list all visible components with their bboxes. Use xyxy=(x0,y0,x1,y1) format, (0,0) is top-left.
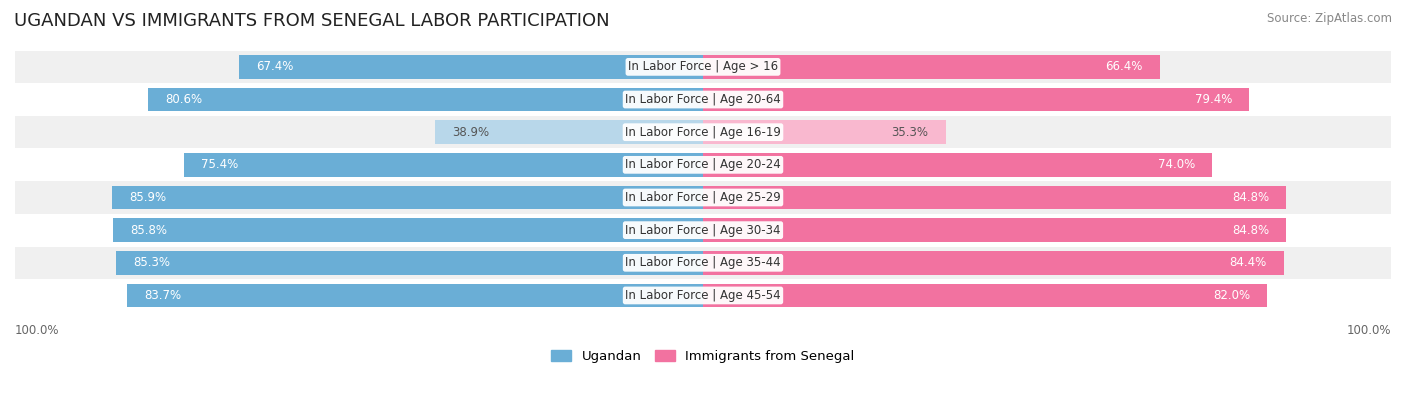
Bar xyxy=(703,120,946,144)
Text: 84.4%: 84.4% xyxy=(1229,256,1267,269)
Text: 84.8%: 84.8% xyxy=(1232,191,1270,204)
Bar xyxy=(703,284,1267,307)
Text: 66.4%: 66.4% xyxy=(1105,60,1143,73)
Text: 100.0%: 100.0% xyxy=(1347,324,1391,337)
Bar xyxy=(239,55,703,79)
Text: 75.4%: 75.4% xyxy=(201,158,239,171)
Bar xyxy=(127,284,703,307)
Text: In Labor Force | Age 45-54: In Labor Force | Age 45-54 xyxy=(626,289,780,302)
Text: 85.9%: 85.9% xyxy=(129,191,166,204)
Bar xyxy=(15,214,1391,246)
Bar xyxy=(117,251,703,275)
Text: 82.0%: 82.0% xyxy=(1213,289,1250,302)
Text: 67.4%: 67.4% xyxy=(256,60,294,73)
Text: In Labor Force | Age 35-44: In Labor Force | Age 35-44 xyxy=(626,256,780,269)
Bar xyxy=(112,186,703,209)
Text: In Labor Force | Age 30-34: In Labor Force | Age 30-34 xyxy=(626,224,780,237)
Text: 84.8%: 84.8% xyxy=(1232,224,1270,237)
Text: 100.0%: 100.0% xyxy=(15,324,59,337)
Bar xyxy=(436,120,703,144)
Text: In Labor Force | Age 20-64: In Labor Force | Age 20-64 xyxy=(626,93,780,106)
Text: In Labor Force | Age 16-19: In Labor Force | Age 16-19 xyxy=(626,126,780,139)
Text: 35.3%: 35.3% xyxy=(891,126,929,139)
Legend: Ugandan, Immigrants from Senegal: Ugandan, Immigrants from Senegal xyxy=(551,350,855,363)
Bar xyxy=(703,186,1286,209)
Text: 38.9%: 38.9% xyxy=(453,126,489,139)
Bar xyxy=(703,153,1212,177)
Bar xyxy=(112,218,703,242)
Text: 85.3%: 85.3% xyxy=(134,256,170,269)
Text: 83.7%: 83.7% xyxy=(145,289,181,302)
Text: In Labor Force | Age > 16: In Labor Force | Age > 16 xyxy=(628,60,778,73)
Bar xyxy=(15,181,1391,214)
Bar xyxy=(703,218,1286,242)
Text: 80.6%: 80.6% xyxy=(166,93,202,106)
Text: Source: ZipAtlas.com: Source: ZipAtlas.com xyxy=(1267,12,1392,25)
Text: In Labor Force | Age 20-24: In Labor Force | Age 20-24 xyxy=(626,158,780,171)
Text: 85.8%: 85.8% xyxy=(129,224,167,237)
Bar xyxy=(15,116,1391,149)
Text: UGANDAN VS IMMIGRANTS FROM SENEGAL LABOR PARTICIPATION: UGANDAN VS IMMIGRANTS FROM SENEGAL LABOR… xyxy=(14,12,610,30)
Bar xyxy=(149,88,703,111)
Bar xyxy=(703,55,1160,79)
Text: In Labor Force | Age 25-29: In Labor Force | Age 25-29 xyxy=(626,191,780,204)
Bar xyxy=(15,83,1391,116)
Bar xyxy=(703,251,1284,275)
Bar xyxy=(15,51,1391,83)
Bar xyxy=(15,149,1391,181)
Text: 74.0%: 74.0% xyxy=(1157,158,1195,171)
Bar xyxy=(15,246,1391,279)
Bar xyxy=(15,279,1391,312)
Bar xyxy=(703,88,1250,111)
Bar xyxy=(184,153,703,177)
Text: 79.4%: 79.4% xyxy=(1195,93,1232,106)
